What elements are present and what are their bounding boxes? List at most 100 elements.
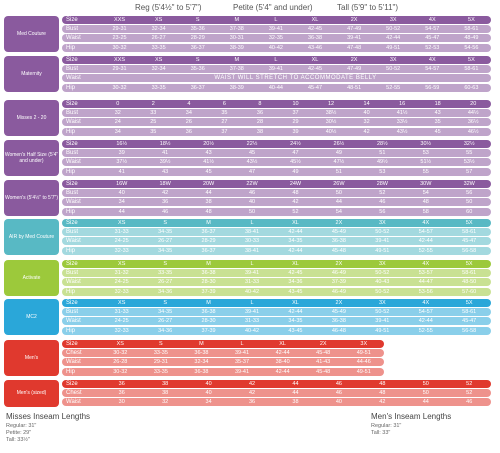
row-name: Waist xyxy=(66,119,81,126)
cell: 33 xyxy=(150,110,157,117)
cell: 18 xyxy=(434,101,441,107)
cell: S xyxy=(163,261,167,267)
cell: 36-38 xyxy=(194,368,209,375)
cell: 39-41 xyxy=(234,350,250,357)
cell: 36-38 xyxy=(331,318,346,325)
row-bust: Bust 31-33 34-35 36-38 39-41 42-44 45-49 50-52 5… xyxy=(62,308,491,317)
cell: 41½ xyxy=(203,159,214,166)
cell: 40-42 xyxy=(244,288,260,295)
cell: 12 xyxy=(327,101,335,107)
cell: 44-47 xyxy=(418,279,433,286)
cell: S xyxy=(159,341,163,347)
cell: 2X xyxy=(350,17,358,23)
cell: 35-36 xyxy=(190,26,205,33)
cell: 45-47 xyxy=(462,238,477,245)
cell: 58-61 xyxy=(464,26,479,33)
cell: 34-36 xyxy=(158,327,173,334)
cell: 50-52 xyxy=(386,26,401,33)
row-hip: Hip 44 46 48 50 52 54 56 58 60 xyxy=(62,207,491,216)
row-name: Bust xyxy=(66,309,79,316)
row-waist: Waist 24-25 26-27 28-30 31-33 34-36 37-39 40-43… xyxy=(62,278,491,287)
cell: 24½ xyxy=(290,141,301,147)
cell: 38 xyxy=(162,381,169,387)
cell: 42 xyxy=(379,399,386,406)
row-name: Bust xyxy=(66,66,79,73)
cell: M xyxy=(234,57,240,63)
cell: 30-32 xyxy=(112,44,127,51)
cell: 49-51 xyxy=(386,44,401,51)
cell: 43½ xyxy=(246,159,258,166)
cell: 36-38 xyxy=(307,35,323,42)
cell: 44 xyxy=(118,208,125,215)
section-label: Med Couture xyxy=(4,16,59,52)
cell: 2X xyxy=(319,341,327,347)
row-name: Waist xyxy=(66,359,81,366)
cell: 34 xyxy=(118,199,125,206)
cell: 58-61 xyxy=(462,309,477,316)
cell: 52-53 xyxy=(425,44,440,51)
cell: 30½ xyxy=(420,141,432,147)
row-name: Chest xyxy=(66,390,82,397)
cell: 53-57 xyxy=(418,270,433,277)
cell: 52-55 xyxy=(386,84,401,91)
cell: 38 xyxy=(162,390,169,397)
cell: 30-32 xyxy=(113,368,128,375)
cell: 30-33 xyxy=(244,238,260,245)
cell: 30W xyxy=(420,181,432,187)
cell: 46 xyxy=(335,381,342,387)
cell: 3X xyxy=(378,220,386,226)
cell: 18W xyxy=(159,181,171,187)
cell: 37½ xyxy=(116,159,128,166)
cell: 57 xyxy=(466,168,473,175)
row-name: Hip xyxy=(66,288,76,295)
cell: 46 xyxy=(379,199,386,206)
cell: 32-35 xyxy=(268,35,283,42)
cell: 45-48 xyxy=(316,350,331,357)
cell: 54 xyxy=(422,190,429,197)
cell: 24 xyxy=(114,119,121,126)
cell: 3X xyxy=(389,57,397,63)
section-label: Maternity xyxy=(4,56,59,92)
row-hip: Hip 30-32 33-35 36-38 39-41 42-44 45-48 49-51 xyxy=(62,367,384,376)
cell: 43 xyxy=(434,110,441,117)
cell: 24-25 xyxy=(114,318,129,325)
row-waist: Waist WAIST WILL STRETCH TO ACCOMMODATE B… xyxy=(62,74,491,83)
header-tall: Tall (5'9" to 5'11") xyxy=(337,3,399,12)
cell: 44-46 xyxy=(356,359,371,366)
cell: 30-32 xyxy=(112,84,127,91)
cell: 46 xyxy=(335,390,342,397)
cell: 16 xyxy=(399,101,406,107)
cell: 6 xyxy=(222,101,226,107)
cell: 60 xyxy=(466,208,473,215)
cell: 32-33 xyxy=(114,327,129,334)
cell: M xyxy=(206,220,211,226)
cell: 33-35 xyxy=(153,368,168,375)
cell: 32 xyxy=(162,399,169,406)
cell: 14 xyxy=(363,101,370,107)
row-name: Bust xyxy=(66,190,79,197)
cell: 32-33 xyxy=(114,288,129,295)
section-label: MC2 xyxy=(4,299,59,335)
cell: 26 xyxy=(185,119,192,126)
row-size: Size 16W 18W 20W 22W 24W 26W 28W 30W 32W xyxy=(62,180,491,188)
cell: 35 xyxy=(150,128,157,135)
cell: 42-44 xyxy=(418,238,433,245)
section-label: AIR by Med Couture xyxy=(4,219,59,255)
row-name: Size xyxy=(66,101,78,107)
row-size: Size 16½ 18½ 20½ 22½ 24½ 26½ 28½ 30½ 32½ xyxy=(62,140,491,148)
cell: 37-39 xyxy=(201,288,216,295)
cell: 43 xyxy=(162,168,169,175)
cell: 36 xyxy=(118,390,125,397)
cell: 38 xyxy=(205,199,212,206)
cell: 56-58 xyxy=(462,247,477,254)
cell: 53-56 xyxy=(418,288,433,295)
cell: 3X xyxy=(378,300,386,306)
cell: 28-29 xyxy=(201,238,216,245)
section-label: Activate xyxy=(4,260,59,296)
cell: 29 xyxy=(292,119,299,126)
cell: 38-41 xyxy=(244,247,260,254)
cell: 22W xyxy=(246,181,258,187)
cell: 42 xyxy=(248,390,256,397)
cell: 35-36 xyxy=(190,66,205,73)
header-reg: Reg (5'4½" to 5'7") xyxy=(135,3,202,12)
